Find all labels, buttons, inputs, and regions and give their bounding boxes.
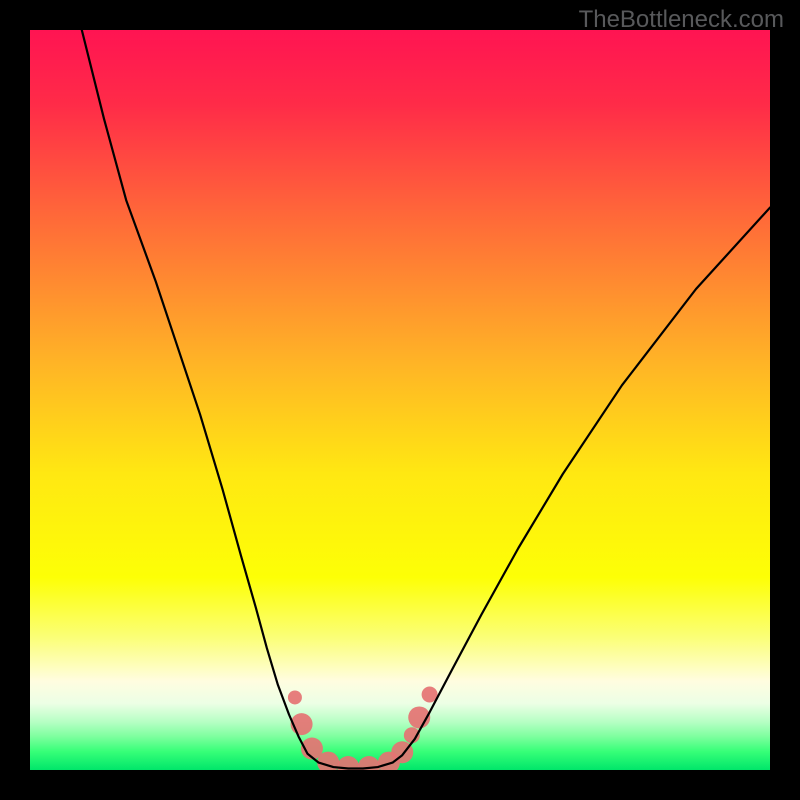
gradient-background xyxy=(30,30,770,770)
chart-svg xyxy=(30,30,770,770)
watermark-label: TheBottleneck.com xyxy=(579,6,784,34)
plot-area xyxy=(30,30,770,770)
marker-dot xyxy=(288,690,302,704)
